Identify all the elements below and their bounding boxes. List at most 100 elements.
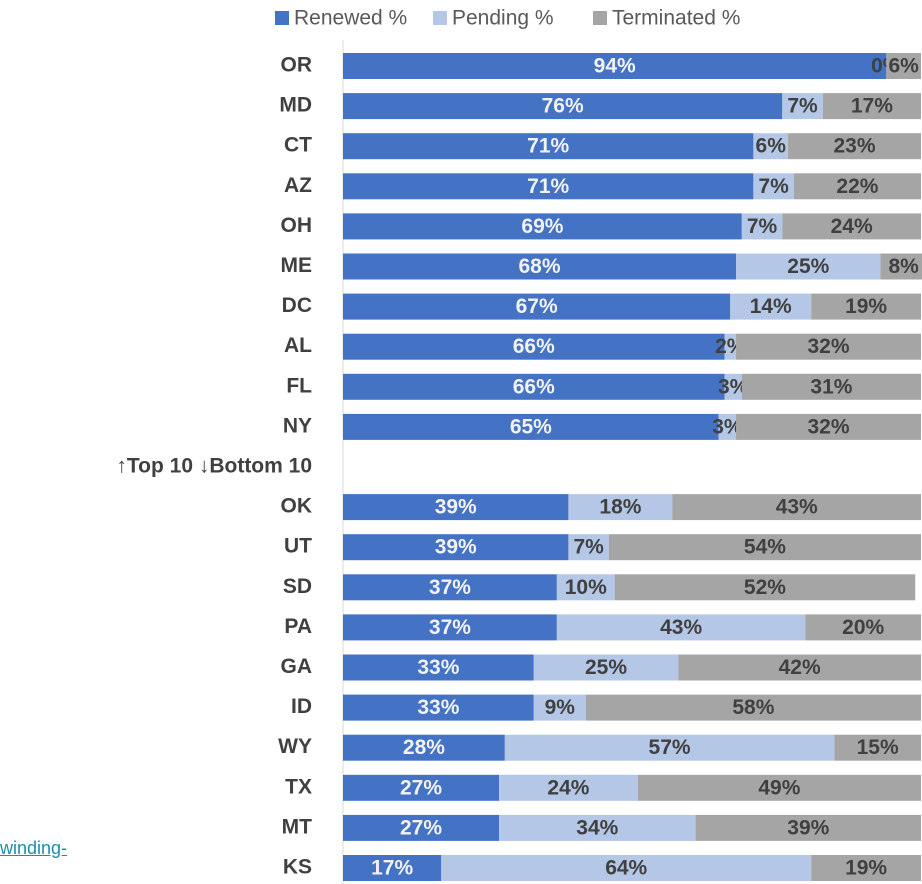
value-label: 43% <box>776 496 818 519</box>
value-label: 6% <box>888 55 919 78</box>
bar-segment <box>343 494 569 521</box>
legend-label: Pending % <box>452 7 554 30</box>
value-label: 64% <box>605 857 647 880</box>
bar-segment <box>637 774 921 801</box>
value-label: 76% <box>542 95 584 118</box>
value-label: 6% <box>756 135 787 158</box>
bar-segment <box>343 534 569 561</box>
bar-segment <box>568 534 609 561</box>
link[interactable]: winding- <box>0 838 68 858</box>
value-label: 10% <box>565 576 607 599</box>
category-label: OH <box>281 214 313 237</box>
category-label: SD <box>283 575 312 598</box>
legend-swatch <box>433 11 447 25</box>
value-label: 9% <box>545 696 576 719</box>
bar-segment <box>886 53 921 79</box>
value-label: 33% <box>417 656 459 679</box>
value-label: 22% <box>836 175 878 198</box>
bar-segment <box>608 534 921 561</box>
bar-segment <box>880 253 922 280</box>
bar-segment <box>556 574 615 601</box>
bar-segment <box>782 213 921 240</box>
bar-segment <box>822 93 921 120</box>
bar-segment <box>499 814 696 841</box>
category-label: OR <box>281 54 313 77</box>
bar-segment <box>556 614 806 641</box>
value-label: 7% <box>573 536 604 559</box>
value-label: 67% <box>516 295 558 318</box>
value-label: 17% <box>851 95 893 118</box>
value-label: 19% <box>845 295 887 318</box>
bar-segment <box>741 213 783 240</box>
value-label: 28% <box>403 736 445 759</box>
value-label: 18% <box>599 496 641 519</box>
category-label: ID <box>291 695 312 718</box>
bar-segment <box>672 494 921 521</box>
value-label: 94% <box>594 55 636 78</box>
value-label: 25% <box>585 656 627 679</box>
bar-segment <box>614 574 916 601</box>
bar-segment <box>730 293 812 320</box>
value-label: 43% <box>660 616 702 639</box>
value-label: 24% <box>547 776 589 799</box>
value-label: 37% <box>429 576 471 599</box>
bar-segment <box>718 413 737 440</box>
value-label: 42% <box>779 656 821 679</box>
value-label: 15% <box>857 736 899 759</box>
bar-segment <box>343 694 534 721</box>
value-label: 49% <box>758 776 800 799</box>
bar-segment <box>343 173 754 200</box>
bar-segment <box>533 694 586 721</box>
category-label: ME <box>281 254 313 277</box>
category-label: ↑Top 10 ↓Bottom 10 <box>116 455 312 478</box>
value-label: 71% <box>527 175 569 198</box>
bar-segment <box>343 654 534 681</box>
value-label: 3% <box>712 415 743 438</box>
value-label: 65% <box>510 415 552 438</box>
value-label: 7% <box>747 215 778 238</box>
value-label: 34% <box>576 816 618 839</box>
bar-segment <box>678 654 921 681</box>
bar-segment <box>753 133 789 160</box>
bar-segment <box>793 173 921 200</box>
value-label: 27% <box>400 776 442 799</box>
value-label: 33% <box>417 696 459 719</box>
bar-segment <box>343 213 742 240</box>
bar-segment <box>736 333 921 360</box>
value-label: 58% <box>732 696 774 719</box>
bar-segment <box>736 413 921 440</box>
category-label: MD <box>279 94 312 117</box>
bar-segment <box>343 53 887 79</box>
legend-label: Renewed % <box>294 7 407 30</box>
category-label: OK <box>281 495 313 518</box>
value-label: 27% <box>400 816 442 839</box>
value-label: 52% <box>744 576 786 599</box>
bar-segment <box>343 293 731 320</box>
bar-segment <box>343 574 557 601</box>
value-label: 39% <box>435 536 477 559</box>
legend-swatch <box>275 11 289 25</box>
bar-segment <box>343 333 725 360</box>
bar-segment <box>834 734 921 761</box>
value-label: 39% <box>435 496 477 519</box>
bar-segment <box>343 413 719 440</box>
bar-segment <box>343 373 725 400</box>
category-label: CT <box>284 134 312 157</box>
value-label: 7% <box>787 95 818 118</box>
value-label: 3% <box>718 375 749 398</box>
value-label: 25% <box>787 255 829 278</box>
category-label: WY <box>278 735 312 758</box>
category-label: TX <box>285 775 312 798</box>
legend-label: Terminated % <box>612 7 740 30</box>
bar-segment <box>724 373 742 400</box>
category-label: PA <box>284 615 312 638</box>
value-label: 57% <box>649 736 691 759</box>
value-label: 17% <box>371 857 413 880</box>
value-label: 32% <box>808 335 850 358</box>
bar-segment <box>736 253 881 280</box>
value-label: 7% <box>758 175 789 198</box>
category-label: DC <box>282 294 312 317</box>
bar-segment <box>343 133 754 160</box>
value-label: 37% <box>429 616 471 639</box>
